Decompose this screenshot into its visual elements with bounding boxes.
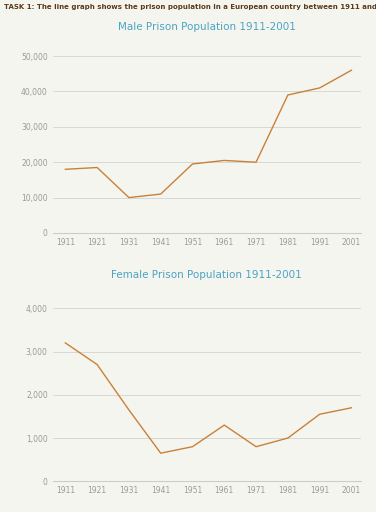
Title: Female Prison Population 1911-2001: Female Prison Population 1911-2001 bbox=[111, 270, 302, 281]
Title: Male Prison Population 1911-2001: Male Prison Population 1911-2001 bbox=[118, 22, 296, 32]
Text: TASK 1: The line graph shows the prison population in a European country between: TASK 1: The line graph shows the prison … bbox=[4, 4, 376, 10]
